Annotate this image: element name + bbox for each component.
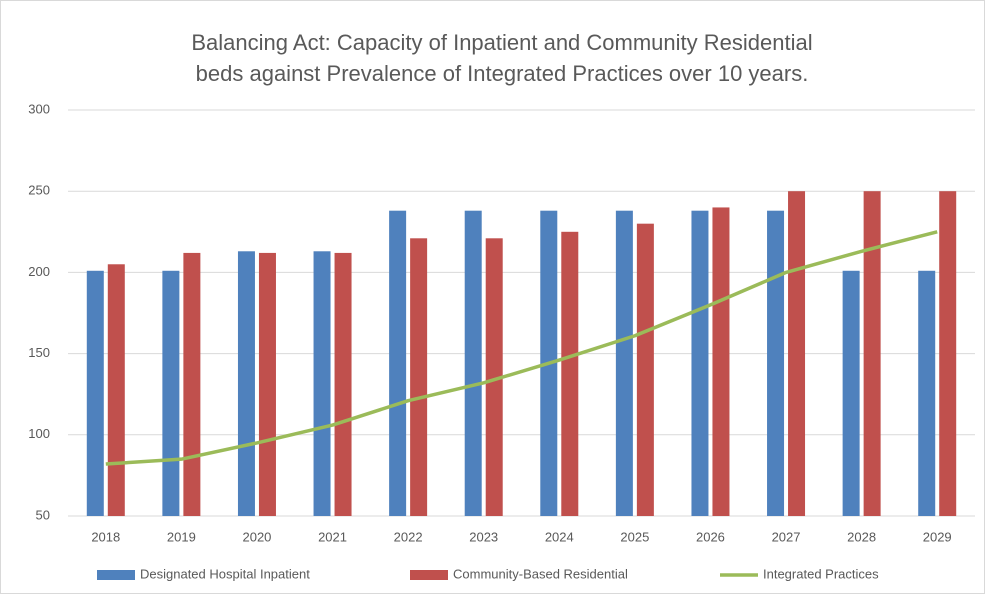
y-tick-label: 300: [28, 101, 50, 116]
x-tick-label: 2020: [242, 529, 271, 544]
chart-title: Balancing Act: Capacity of Inpatient and…: [191, 30, 812, 55]
bar: [636, 223, 654, 516]
bar: [464, 210, 482, 517]
legend-swatch: [410, 570, 448, 580]
x-tick-label: 2025: [620, 529, 649, 544]
x-tick-label: 2018: [91, 529, 120, 544]
x-tick-label: 2023: [469, 529, 498, 544]
bar: [183, 252, 201, 517]
bar: [691, 210, 709, 517]
bar: [615, 210, 633, 517]
bar: [842, 270, 860, 516]
y-tick-label: 50: [36, 507, 50, 522]
x-tick-label: 2029: [923, 529, 952, 544]
x-tick-label: 2026: [696, 529, 725, 544]
bar: [389, 210, 407, 517]
x-tick-label: 2024: [545, 529, 574, 544]
x-tick-label: 2022: [394, 529, 423, 544]
chart-title: beds against Prevalence of Integrated Pr…: [196, 61, 809, 86]
bar: [939, 191, 957, 516]
bar: [918, 270, 936, 516]
x-tick-label: 2019: [167, 529, 196, 544]
bar: [334, 252, 352, 517]
y-tick-label: 250: [28, 183, 50, 198]
bar: [863, 191, 881, 516]
x-tick-label: 2021: [318, 529, 347, 544]
bar: [485, 238, 503, 516]
y-tick-label: 150: [28, 345, 50, 360]
y-tick-label: 200: [28, 264, 50, 279]
legend-label: Community-Based Residential: [453, 566, 628, 581]
bar: [410, 238, 428, 516]
x-tick-label: 2027: [772, 529, 801, 544]
bar: [788, 191, 806, 516]
x-tick-label: 2028: [847, 529, 876, 544]
bar: [107, 264, 125, 516]
y-tick-label: 100: [28, 426, 50, 441]
bar: [561, 231, 579, 517]
bar: [162, 270, 180, 516]
line: [105, 230, 938, 466]
legend-label: Designated Hospital Inpatient: [140, 566, 310, 581]
bar: [237, 251, 255, 516]
bar: [86, 270, 104, 516]
bar: [258, 252, 276, 517]
bar: [712, 207, 730, 516]
bar: [313, 251, 331, 516]
bar: [767, 210, 785, 517]
legend-label: Integrated Practices: [763, 566, 879, 581]
legend-swatch: [97, 570, 135, 580]
